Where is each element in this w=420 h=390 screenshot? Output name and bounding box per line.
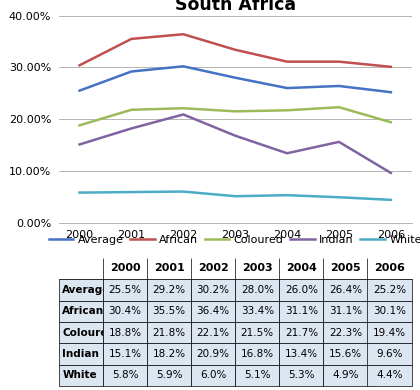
Legend: Average, African, Coloured, Indian, White: Average, African, Coloured, Indian, Whit… xyxy=(44,231,420,250)
Title: Official Unemployment rate in
South Africa: Official Unemployment rate in South Afri… xyxy=(87,0,383,14)
